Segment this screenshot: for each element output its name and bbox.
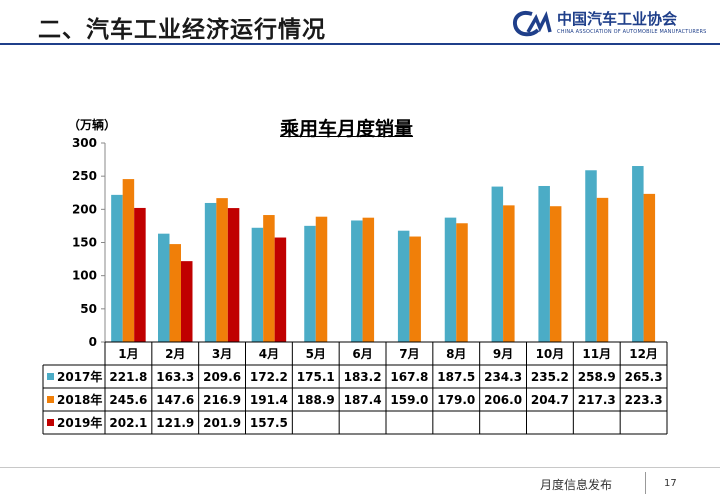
data-label: 216.9 <box>203 393 241 407</box>
bar-2018 <box>549 206 562 342</box>
data-label: 201.9 <box>203 416 241 430</box>
data-label: 167.8 <box>390 370 428 384</box>
bar-2017 <box>251 227 264 342</box>
y-tick-label: 50 <box>80 302 97 316</box>
caam-logo-icon <box>513 10 552 37</box>
sales-chart: 0 50 100 150 200 250 300 1月 2月 3月 4月 5月 6月 7月 8月 9月 10月 1… <box>42 136 668 435</box>
data-label: 258.9 <box>578 370 616 384</box>
bar-2017 <box>111 194 123 342</box>
data-label: 183.2 <box>344 370 382 384</box>
data-label: 234.3 <box>484 370 522 384</box>
legend-label: 2018年 <box>57 392 102 407</box>
bar-2017 <box>444 217 457 342</box>
page-number: 17 <box>664 478 677 489</box>
bar-2017 <box>304 225 316 342</box>
data-label: 188.9 <box>297 393 335 407</box>
footer-divider <box>0 467 720 468</box>
data-label: 245.6 <box>109 393 147 407</box>
x-tick-label: 12月 <box>629 347 658 361</box>
footer-separator <box>645 472 646 494</box>
x-tick-label: 5月 <box>306 347 326 361</box>
legend-label: 2017年 <box>57 369 102 384</box>
page-title: 二、汽车工业经济运行情况 <box>38 17 326 43</box>
bar-2017 <box>397 230 410 342</box>
bar-2018 <box>503 205 515 342</box>
y-axis-unit: （万辆） <box>68 118 117 132</box>
legend-swatch <box>47 419 54 426</box>
x-tick-label: 10月 <box>536 347 565 361</box>
bar-2019 <box>181 261 193 342</box>
bar-2017 <box>585 170 597 342</box>
data-label: 209.6 <box>203 370 241 384</box>
data-label: 179.0 <box>437 393 475 407</box>
x-tick-label: 4月 <box>259 347 279 361</box>
bar-2018 <box>456 223 468 342</box>
bar-2018 <box>216 198 228 342</box>
data-label: 187.4 <box>344 393 382 407</box>
bar-2019 <box>134 207 146 342</box>
data-label: 187.5 <box>437 370 475 384</box>
bar-2019 <box>227 208 240 342</box>
data-label: 204.7 <box>531 393 569 407</box>
y-tick-label: 0 <box>89 335 97 349</box>
x-tick-label: 2月 <box>165 347 185 361</box>
x-tick-label: 1月 <box>118 347 138 361</box>
logo-text: 中国汽车工业协会 <box>557 10 678 28</box>
data-label: 172.2 <box>250 370 288 384</box>
data-label: 206.0 <box>484 393 522 407</box>
x-tick-label: 9月 <box>493 347 513 361</box>
data-label: 175.1 <box>297 370 335 384</box>
x-tick-label: 8月 <box>446 347 466 361</box>
bar-2018 <box>263 215 275 342</box>
legend-swatch <box>47 396 54 403</box>
bar-2017 <box>351 220 363 342</box>
data-label: 217.3 <box>578 393 616 407</box>
bar-2018 <box>596 197 609 342</box>
chart-title: 乘用车月度销量 <box>280 118 414 140</box>
y-tick-label: 300 <box>72 136 97 150</box>
x-tick-label: 11月 <box>582 347 611 361</box>
bar-2018 <box>643 193 656 342</box>
y-tick-label: 100 <box>72 269 97 283</box>
bar-2018 <box>169 244 181 342</box>
header-divider <box>0 43 720 45</box>
x-tick-label: 3月 <box>212 347 232 361</box>
data-label: 147.6 <box>156 393 194 407</box>
data-label: 223.3 <box>625 393 663 407</box>
y-tick-label: 150 <box>72 236 97 250</box>
caam-logo: 中国汽车工业协会 CHINA ASSOCIATION OF AUTOMOBILE… <box>510 6 710 42</box>
legend-swatch <box>47 373 54 380</box>
bar-2018 <box>315 216 328 342</box>
bar-2017 <box>204 202 217 342</box>
data-label: 235.2 <box>531 370 569 384</box>
y-tick-label: 200 <box>72 202 97 216</box>
footer-text: 月度信息发布 <box>540 478 613 492</box>
bar-2019 <box>274 237 287 342</box>
bar-2017 <box>158 233 170 342</box>
data-label: 159.0 <box>390 393 428 407</box>
legend-label: 2019年 <box>57 415 102 430</box>
bar-2018 <box>409 236 421 342</box>
bar-2017 <box>632 166 644 342</box>
data-label: 191.4 <box>250 393 288 407</box>
bar-2017 <box>491 186 504 342</box>
logo-subtext: CHINA ASSOCIATION OF AUTOMOBILE MANUFACT… <box>557 29 707 35</box>
bar-2018 <box>122 179 135 342</box>
bar-2017 <box>538 185 550 342</box>
x-tick-label: 7月 <box>399 347 419 361</box>
data-label: 121.9 <box>156 416 194 430</box>
data-label: 265.3 <box>625 370 663 384</box>
x-tick-label: 6月 <box>352 347 372 361</box>
data-label: 221.8 <box>109 370 147 384</box>
y-tick-label: 250 <box>72 169 97 183</box>
bar-2018 <box>362 217 375 342</box>
data-label: 202.1 <box>109 416 147 430</box>
data-label: 163.3 <box>156 370 194 384</box>
data-label: 157.5 <box>250 416 288 430</box>
